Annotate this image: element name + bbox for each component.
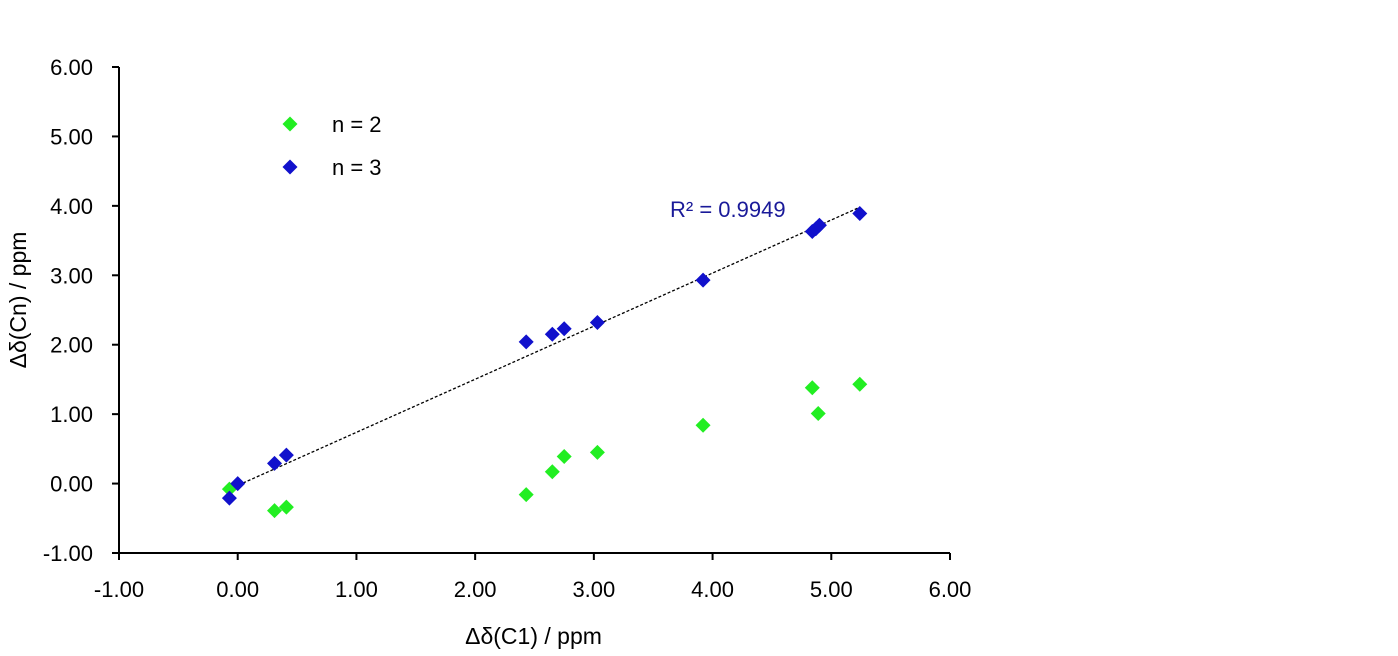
legend-marker bbox=[282, 159, 298, 175]
data-point bbox=[544, 464, 560, 480]
y-tick-label: -1.00 bbox=[43, 541, 93, 566]
data-point bbox=[695, 417, 711, 433]
y-tick-label: 1.00 bbox=[50, 402, 93, 427]
data-point bbox=[544, 326, 560, 342]
y-tick-label: 0.00 bbox=[50, 472, 93, 497]
data-point bbox=[267, 503, 283, 519]
r-squared-annotation: R² = 0.9949 bbox=[670, 197, 786, 222]
data-point bbox=[221, 490, 237, 506]
series-2-points bbox=[221, 205, 868, 506]
y-tick-label: 5.00 bbox=[50, 124, 93, 149]
trendline-group bbox=[229, 206, 861, 490]
data-point bbox=[278, 499, 294, 515]
data-point bbox=[230, 476, 246, 492]
data-point bbox=[810, 405, 826, 421]
y-tick-label: 6.00 bbox=[50, 55, 93, 80]
y-axis-ticks: -1.00 0.00 1.00 2.00 3.00 4.00 5.00 6.00 bbox=[43, 55, 119, 566]
x-tick-label: 2.00 bbox=[454, 577, 497, 602]
series-1-points bbox=[221, 376, 868, 519]
data-point bbox=[852, 376, 868, 392]
y-tick-label: 2.00 bbox=[50, 333, 93, 358]
data-point bbox=[278, 447, 294, 463]
legend-label: n = 3 bbox=[332, 155, 382, 180]
data-point bbox=[852, 205, 868, 221]
y-tick-label: 4.00 bbox=[50, 194, 93, 219]
x-tick-label: 1.00 bbox=[335, 577, 378, 602]
data-point bbox=[695, 272, 711, 288]
y-axis-title: Δδ(Cn) / ppm bbox=[5, 232, 31, 369]
data-point bbox=[589, 314, 605, 330]
legend-marker bbox=[282, 116, 298, 132]
x-axis-ticks: -1.00 0.00 1.00 2.00 3.00 4.00 5.00 6.00 bbox=[94, 553, 971, 602]
data-point bbox=[518, 487, 534, 503]
x-axis-title: Δδ(C1) / ppm bbox=[465, 623, 602, 649]
data-point bbox=[267, 455, 283, 471]
x-tick-label: 3.00 bbox=[572, 577, 615, 602]
data-point bbox=[556, 448, 572, 464]
legend: n = 2 n = 3 bbox=[282, 112, 382, 180]
x-tick-label: 5.00 bbox=[810, 577, 853, 602]
x-tick-label: 6.00 bbox=[929, 577, 972, 602]
data-point bbox=[556, 321, 572, 337]
legend-label: n = 2 bbox=[332, 112, 382, 137]
data-points bbox=[221, 205, 868, 519]
data-point bbox=[589, 444, 605, 460]
data-point bbox=[518, 334, 534, 350]
x-tick-label: 0.00 bbox=[216, 577, 259, 602]
y-tick-label: 3.00 bbox=[50, 263, 93, 288]
x-tick-label: 4.00 bbox=[691, 577, 734, 602]
trendline bbox=[229, 206, 861, 490]
data-point bbox=[811, 217, 827, 233]
x-tick-label: -1.00 bbox=[94, 577, 144, 602]
data-point bbox=[804, 380, 820, 396]
